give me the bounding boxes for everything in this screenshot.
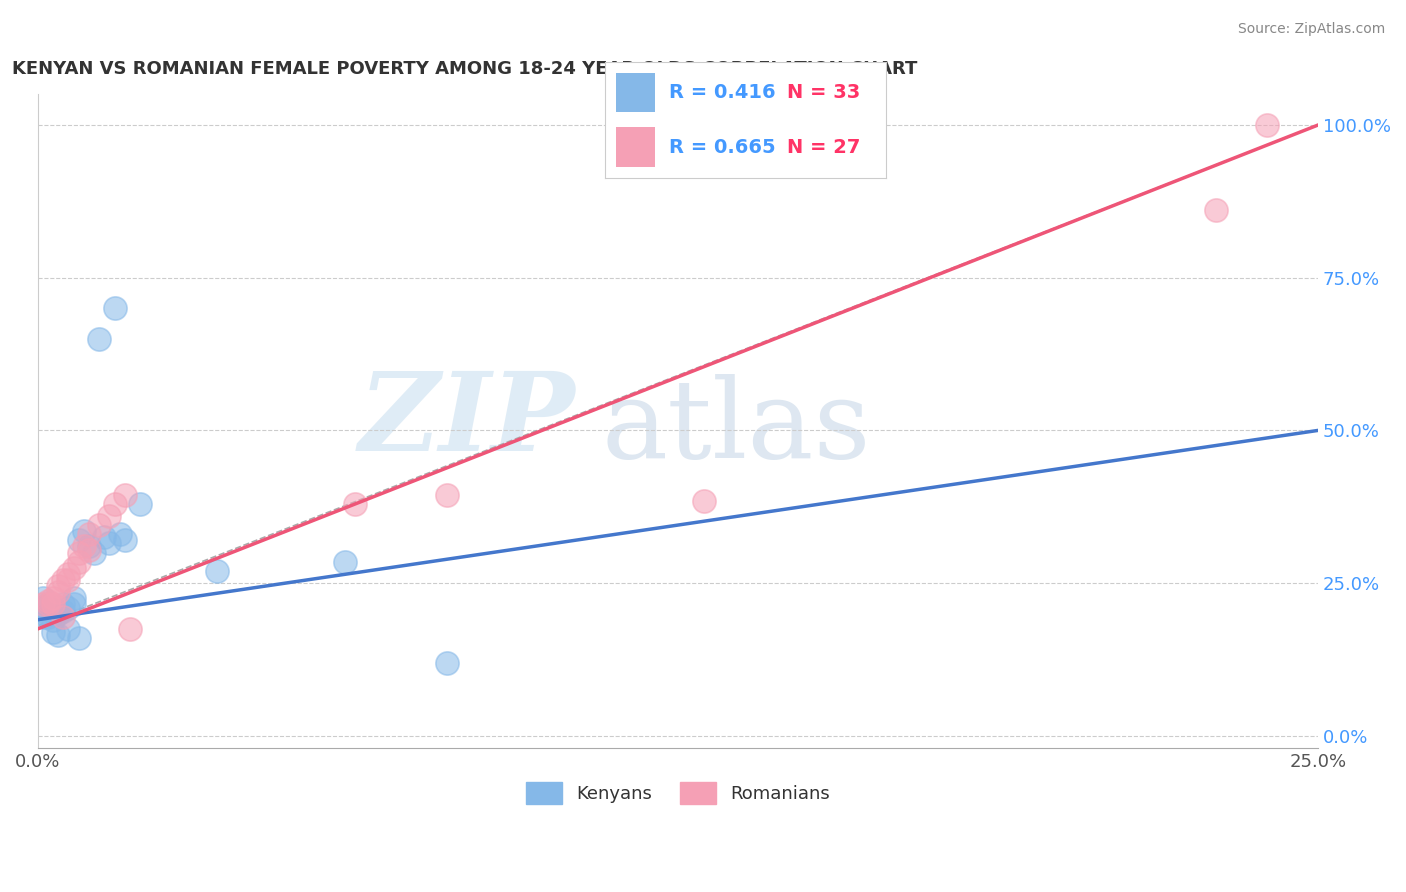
Point [58,622,80,636]
Text: Source: ZipAtlas.com: Source: ZipAtlas.com [1237,22,1385,37]
Point [37,598,59,612]
Point [42,598,65,612]
Point [67,631,90,645]
Point [46,585,69,599]
Point [89,332,111,346]
Point [114,533,136,548]
Point [436,487,458,501]
Text: ZIP: ZIP [359,368,575,475]
Point [31,598,53,612]
Point [62,591,84,606]
Point [344,497,367,511]
Point [31,591,53,606]
Text: N = 33: N = 33 [787,83,860,102]
Point [129,497,152,511]
Point [103,497,125,511]
Point [77,542,100,557]
Point [46,600,69,615]
Point [73,540,96,554]
Point [46,628,69,642]
Point [108,527,131,541]
Point [67,533,90,548]
Point [52,573,75,587]
Point [37,609,59,624]
Point [98,536,121,550]
FancyBboxPatch shape [616,73,655,112]
Point [31,609,53,624]
Point [93,530,115,544]
Point [692,493,714,508]
Point [52,609,75,624]
Point [52,598,75,612]
Point [83,545,105,559]
Point [89,518,111,533]
Point [1205,203,1227,218]
Point [114,487,136,501]
Point [42,591,65,606]
Text: atlas: atlas [602,375,870,482]
Point [37,607,59,621]
Point [58,573,80,587]
Point [118,622,141,636]
Point [42,604,65,618]
Point [42,624,65,639]
Point [31,600,53,615]
Point [52,604,75,618]
Text: R = 0.416: R = 0.416 [669,83,776,102]
Point [1256,118,1278,132]
FancyBboxPatch shape [616,128,655,167]
Point [46,607,69,621]
Point [58,600,80,615]
Point [37,598,59,612]
Point [62,561,84,575]
Point [333,555,356,569]
Point [98,508,121,523]
Point [67,555,90,569]
Point [37,594,59,608]
Text: N = 27: N = 27 [787,137,860,157]
Text: R = 0.665: R = 0.665 [669,137,776,157]
Point [62,598,84,612]
Point [67,545,90,559]
Point [103,301,125,316]
Text: KENYAN VS ROMANIAN FEMALE POVERTY AMONG 18-24 YEAR OLDS CORRELATION CHART: KENYAN VS ROMANIAN FEMALE POVERTY AMONG … [13,60,918,78]
Point [436,656,458,670]
Point [42,613,65,627]
Legend: Kenyans, Romanians: Kenyans, Romanians [519,774,837,811]
Point [73,524,96,539]
Point [77,527,100,541]
Point [77,540,100,554]
Point [46,579,69,593]
Point [205,564,228,578]
Point [58,566,80,581]
